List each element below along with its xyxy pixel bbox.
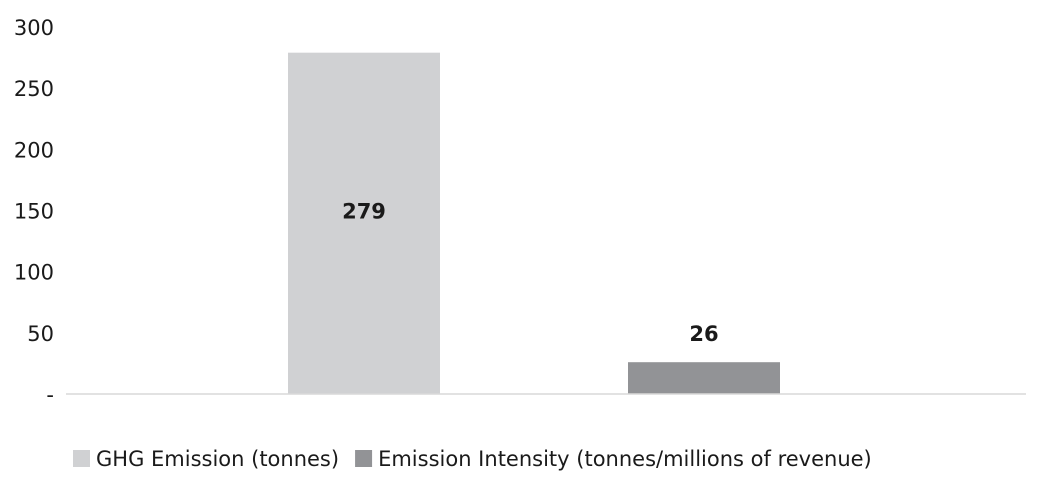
y-tick-label: 200 (14, 138, 54, 162)
data-label: 279 (342, 199, 386, 223)
bar (628, 362, 780, 394)
legend-swatch (73, 450, 90, 467)
y-axis-tick-labels: - 50 100 150 200 250 300 (14, 16, 54, 407)
y-tick-label: 300 (14, 16, 54, 40)
y-tick-label: - (46, 383, 54, 407)
data-label: 26 (689, 322, 718, 346)
y-tick-label: 150 (14, 200, 54, 224)
legend: GHG Emission (tonnes) Emission Intensity … (73, 447, 872, 471)
y-tick-label: 100 (14, 261, 54, 285)
y-tick-label: 50 (27, 322, 54, 346)
legend-swatch (355, 450, 372, 467)
legend-label: Emission Intensity (tonnes/millions of r… (378, 447, 872, 471)
y-tick-label: 250 (14, 77, 54, 101)
legend-label: GHG Emission (tonnes) (96, 447, 339, 471)
